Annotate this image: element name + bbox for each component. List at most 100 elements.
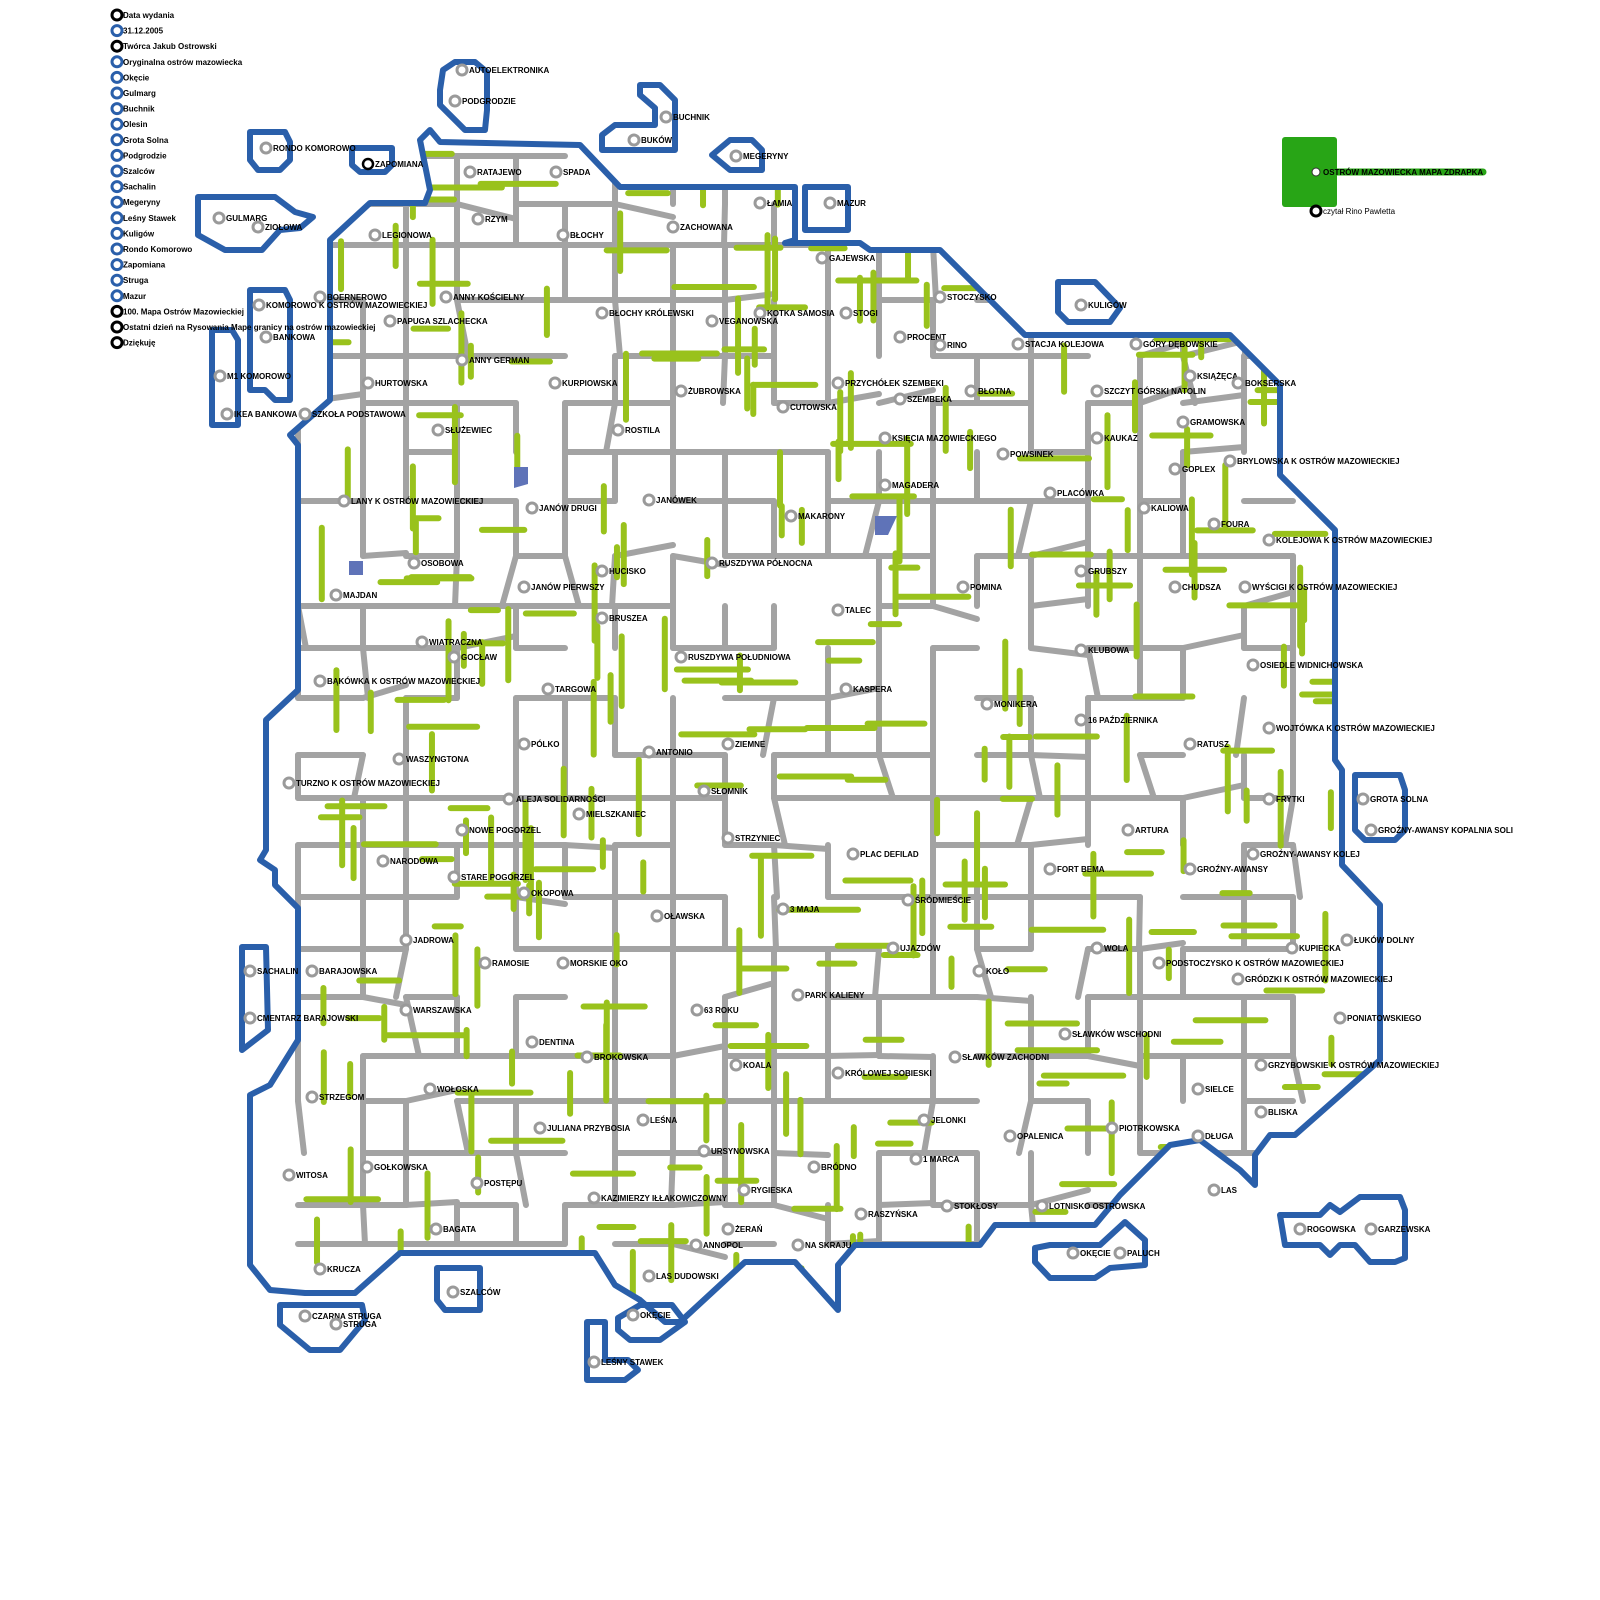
station[interactable]: GOŁKOWSKA (360, 1160, 428, 1174)
station[interactable]: MAKARONY (784, 509, 846, 523)
station[interactable]: KSIĄŻĘCA (1183, 369, 1238, 383)
station[interactable]: CZARNA STRUGA (298, 1309, 382, 1323)
station[interactable]: BĄKÓWKA K OSTRÓW MAZOWIECKIEJ (313, 674, 480, 688)
station[interactable]: KOLEJOWA K OSTRÓW MAZOWIECKIEJ (1262, 533, 1432, 547)
station[interactable]: BANKOWA (259, 330, 315, 344)
station[interactable]: TURZNO K OSTRÓW MAZOWIECKIEJ (282, 776, 440, 790)
station[interactable]: KALIOWA (1137, 501, 1189, 515)
station[interactable]: ŁUKÓW DOLNY (1340, 933, 1415, 947)
station[interactable]: ŻUBROWSKA (674, 384, 741, 398)
station[interactable]: RYGIESKA (737, 1183, 793, 1197)
station[interactable]: PRZYCHÓŁEK SZEMBEKI (831, 376, 944, 390)
station[interactable]: SPADA (549, 165, 591, 179)
station[interactable]: PÓLKO (517, 737, 559, 751)
station[interactable]: PONIATOWSKIEGO (1333, 1011, 1421, 1025)
station[interactable]: ROSTILA (611, 423, 660, 437)
station[interactable]: 3 MAJA (776, 902, 820, 916)
station[interactable]: JANÓW PIERWSZY (517, 580, 605, 594)
station[interactable]: LAS (1207, 1183, 1238, 1197)
station[interactable]: KOTKA SAMOSIA (753, 306, 835, 320)
station[interactable]: GROŹNY-AWANSY KOLEJ (1246, 847, 1360, 861)
station[interactable]: GRÓDZKI K OSTRÓW MAZOWIECKIEJ (1231, 972, 1393, 986)
station[interactable]: 16 PAŹDZIERNIKA (1074, 713, 1158, 727)
station[interactable]: WOLA (1090, 941, 1129, 955)
station[interactable]: LEŚNY STAWEK (587, 1355, 664, 1369)
station[interactable]: RONDO KOMOROWO (259, 141, 356, 155)
station[interactable]: STOKŁOSY (940, 1199, 999, 1213)
station[interactable]: GRUBSZY (1074, 564, 1128, 578)
station[interactable]: BARAJOWSKA (305, 964, 377, 978)
station[interactable]: BRUSZEA (595, 611, 648, 625)
station[interactable]: KAZIMIERZY IŁŁAKOWICZOWNY (587, 1191, 728, 1205)
station[interactable]: KULIGÓW (1074, 298, 1127, 312)
station[interactable]: SZKOŁA PODSTAWOWA (298, 407, 406, 421)
station[interactable]: PODSTOCZYSKO K OSTRÓW MAZOWIECKIEJ (1152, 956, 1344, 970)
station[interactable]: SŁOMNIK (697, 784, 748, 798)
station[interactable]: SZCZYT GÓRSKI NATOLIN (1090, 384, 1206, 398)
station[interactable]: WARSZAWSKA (399, 1003, 472, 1017)
station[interactable]: PALUCH (1113, 1246, 1160, 1260)
station[interactable]: ANNOPOL (689, 1238, 743, 1252)
station[interactable]: GÓRY DĘBOWSKIE (1129, 337, 1218, 351)
station[interactable]: STRZEGOM (305, 1090, 365, 1104)
station[interactable]: ŻERAŃ (721, 1222, 763, 1236)
station[interactable]: KRUCZA (313, 1262, 361, 1276)
station[interactable]: ZIOŁOWA (251, 220, 303, 234)
station[interactable]: MIELSZKANIEC (572, 807, 646, 821)
station[interactable]: KURPIOWSKA (548, 376, 618, 390)
station[interactable]: JANÓW DRUGI (525, 501, 597, 515)
station[interactable]: POMINA (956, 580, 1002, 594)
station[interactable]: AUTOELEKTRONIKA (455, 63, 550, 77)
station[interactable]: LEŚNA (636, 1113, 677, 1127)
station[interactable]: MORSKIE OKO (556, 956, 628, 970)
station[interactable]: TALEC (831, 603, 871, 617)
station[interactable]: BROKOWSKA (580, 1050, 648, 1064)
station[interactable]: OSOBOWA (407, 556, 464, 570)
station[interactable]: SŁAWKÓW WSCHODNI (1058, 1027, 1161, 1041)
station[interactable]: RUSZDYWA POŁUDNIOWA (674, 650, 791, 664)
station[interactable]: NARODOWA (376, 854, 439, 868)
station[interactable]: LEGIONOWA (368, 228, 432, 242)
station[interactable]: GRZYBOWSKIE K OSTRÓW MAZOWIECKIEJ (1254, 1058, 1439, 1072)
station[interactable]: BUKÓW (627, 133, 673, 147)
station[interactable]: ROGOWSKA (1293, 1222, 1356, 1236)
station[interactable]: POWSINEK (996, 447, 1054, 461)
station[interactable]: LOTNISKO OSTROWSKA (1035, 1199, 1146, 1213)
station[interactable]: KSIĘCIA MAZOWIECKIEGO (878, 431, 997, 445)
station[interactable]: OŁAWSKA (650, 909, 705, 923)
station[interactable]: GOPLEX (1168, 462, 1216, 476)
station[interactable]: DŁUGA (1191, 1129, 1234, 1143)
station[interactable]: FOURA (1207, 517, 1250, 531)
station[interactable]: FORT BEMA (1043, 862, 1105, 876)
station[interactable]: RATUSZ (1183, 737, 1229, 751)
station[interactable]: SZALCÓW (446, 1285, 501, 1299)
station[interactable]: RATAJEWO (463, 165, 522, 179)
station[interactable]: OPALENICA (1003, 1129, 1064, 1143)
station[interactable]: BŁOCHY KRÓLEWSKI (595, 306, 694, 320)
station[interactable]: SIELCE (1191, 1082, 1235, 1096)
station[interactable]: STRZYNIEC (721, 831, 781, 845)
station[interactable]: BOERNEROWO (313, 290, 387, 304)
station[interactable]: KAUKAZ (1090, 431, 1138, 445)
station[interactable]: IKEA BANKOWA (220, 407, 297, 421)
station[interactable]: STOGI (839, 306, 878, 320)
station[interactable]: BRYLOWSKA K OSTRÓW MAZOWIECKIEJ (1223, 454, 1400, 468)
station[interactable]: WASZYNGTONA (392, 752, 469, 766)
station[interactable]: M1 KOMOROWO (213, 369, 291, 383)
station[interactable]: SŁUŻEWIEC (431, 423, 492, 437)
station[interactable]: RASZYŃSKA (854, 1207, 918, 1221)
station[interactable]: NA SKRAJU (791, 1238, 852, 1252)
station[interactable]: PIOTRKOWSKA (1105, 1121, 1180, 1135)
station[interactable]: WIATRACZNA (415, 635, 483, 649)
station[interactable]: WOŁOSKA (423, 1082, 479, 1096)
station[interactable]: HUCISKO (595, 564, 646, 578)
station[interactable]: FRYTKI (1262, 792, 1305, 806)
station[interactable]: TARGOWA (541, 682, 596, 696)
station[interactable]: BOKSERSKA (1231, 376, 1296, 390)
station[interactable]: ZACHOWANA (666, 220, 733, 234)
station[interactable]: STRUGA (329, 1317, 377, 1331)
station[interactable]: KOALA (729, 1058, 772, 1072)
station[interactable]: KASPERA (839, 682, 892, 696)
station[interactable]: WOJTÓWKA K OSTRÓW MAZOWIECKIEJ (1262, 721, 1435, 735)
station[interactable]: PODGRODZIE (448, 94, 516, 108)
